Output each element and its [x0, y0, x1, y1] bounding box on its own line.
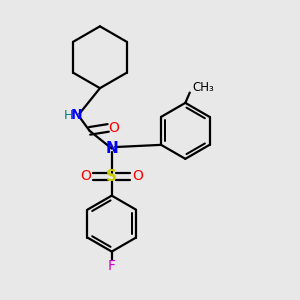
Text: N: N: [70, 108, 82, 122]
Text: F: F: [108, 259, 116, 273]
Text: CH₃: CH₃: [193, 81, 214, 94]
Text: S: S: [106, 169, 117, 184]
Text: O: O: [108, 121, 118, 135]
Text: H: H: [64, 109, 73, 122]
Text: N: N: [105, 141, 118, 156]
Text: O: O: [80, 169, 91, 184]
Text: O: O: [132, 169, 143, 184]
